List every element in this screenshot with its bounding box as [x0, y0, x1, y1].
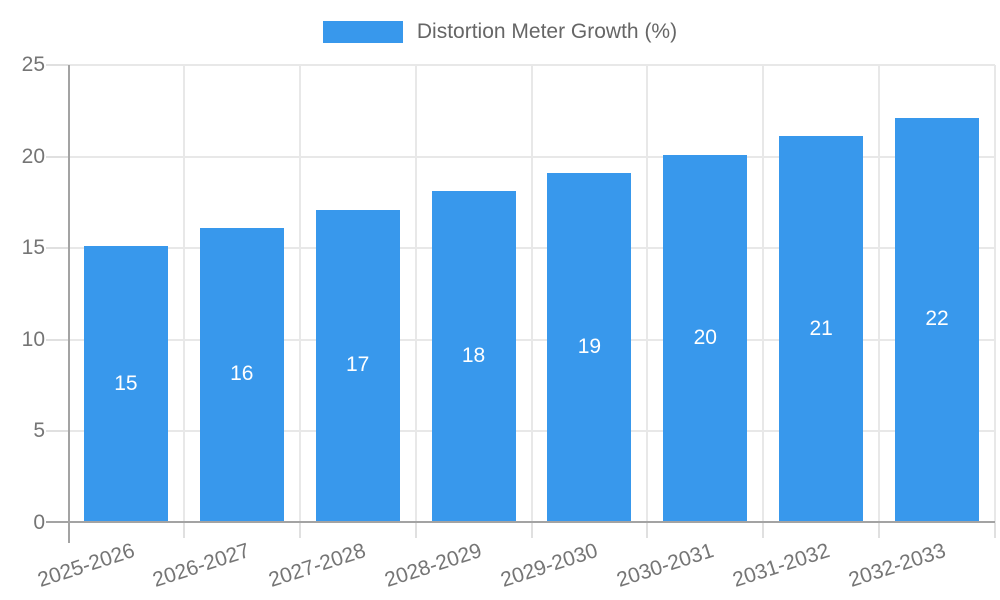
x-gridline	[414, 65, 417, 523]
bar-2025-2026[interactable]	[83, 246, 168, 521]
y-tick-mark	[46, 247, 68, 250]
bar-2032-2033[interactable]	[895, 117, 980, 521]
legend-swatch[interactable]	[322, 21, 403, 43]
bar-value-label: 15	[114, 371, 138, 395]
legend-label[interactable]: Distortion Meter Growth (%)	[416, 20, 678, 43]
plot-area: 0 5 10 15 20 25 15 16 17 18 19 20 21 22 2025-2026 2026-…	[22, 53, 996, 592]
y-tick-mark	[46, 64, 68, 66]
y-tick-mark	[46, 338, 68, 341]
bar-value-label: 16	[230, 362, 254, 386]
x-gridline	[298, 65, 301, 523]
bar-2026-2027[interactable]	[199, 227, 284, 521]
bar-value-label: 21	[809, 316, 833, 340]
bar-2029-2030[interactable]	[547, 172, 632, 521]
x-gridline	[530, 65, 533, 523]
bar-2028-2029[interactable]	[431, 191, 516, 521]
x-axis-tick-label: 2025-2026	[34, 539, 138, 592]
y-axis-tick-label: 25	[21, 53, 45, 76]
chart-legend: Distortion Meter Growth (%)	[0, 20, 1000, 44]
y-tick-mark	[46, 155, 68, 158]
x-gridline	[994, 65, 996, 523]
x-gridline	[878, 65, 881, 523]
x-axis-tick-label: 2028-2029	[382, 539, 485, 592]
x-tick-mark	[530, 523, 533, 538]
x-gridline	[762, 65, 765, 523]
y-axis-tick-label: 10	[21, 327, 45, 351]
x-axis-tick-label: 2032-2033	[845, 539, 949, 592]
x-tick-mark	[414, 523, 417, 538]
bar-2031-2032[interactable]	[779, 136, 864, 521]
y-tick-mark	[46, 430, 68, 433]
x-tick-mark	[994, 523, 996, 538]
x-tick-mark	[878, 523, 881, 538]
y-axis-tick-label: 5	[33, 419, 45, 443]
bar-value-label: 19	[577, 334, 602, 358]
bar-value-label: 17	[346, 353, 370, 377]
bar-value-label: 18	[461, 344, 486, 368]
x-tick-mark	[182, 523, 185, 538]
x-tick-mark	[762, 523, 765, 538]
x-axis-tick-label: 2031-2032	[729, 539, 833, 592]
x-axis-line	[46, 521, 995, 523]
x-axis-tick-label: 2026-2027	[150, 539, 253, 592]
y-axis-tick-label: 0	[33, 511, 45, 534]
bar-2027-2028[interactable]	[315, 209, 400, 521]
x-tick-mark	[298, 523, 301, 538]
bar-value-label: 22	[925, 307, 949, 331]
y-axis-tick-label: 15	[21, 236, 45, 260]
x-axis-tick-label: 2027-2028	[266, 539, 369, 592]
x-tick-mark	[646, 523, 649, 538]
x-axis-tick-label: 2030-2031	[613, 539, 717, 592]
bar-2030-2031[interactable]	[663, 154, 748, 521]
y-axis-tick-label: 20	[21, 144, 45, 168]
x-axis-tick-label: 2029-2030	[497, 539, 601, 592]
x-gridline	[182, 65, 185, 523]
x-gridline	[646, 65, 649, 523]
bar-value-label: 20	[693, 325, 717, 349]
y-axis-line	[68, 65, 70, 543]
